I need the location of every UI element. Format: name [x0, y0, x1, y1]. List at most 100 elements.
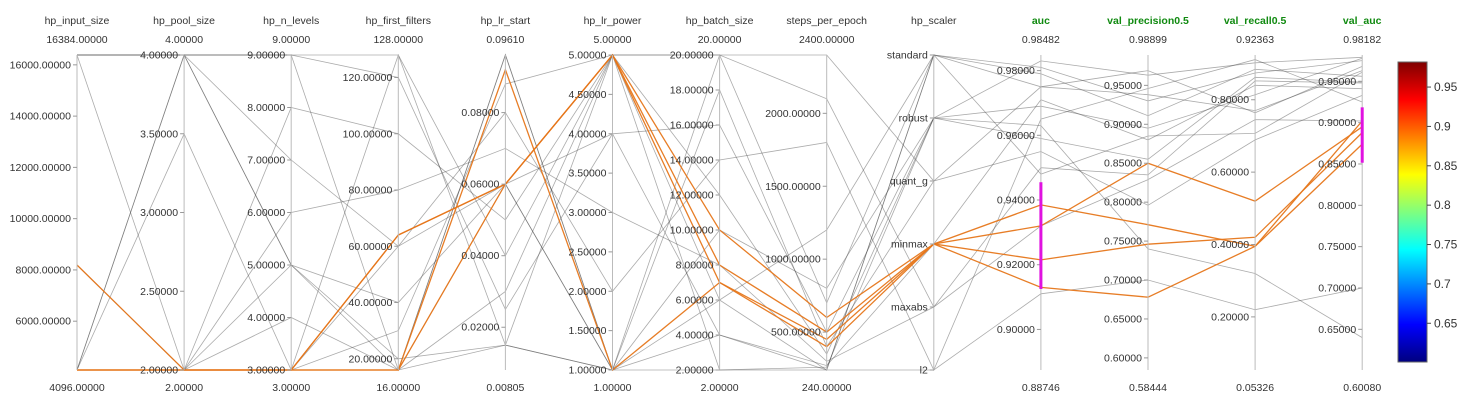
tick-label: 500.00000: [771, 327, 821, 339]
tick-label: 1500.00000: [765, 181, 821, 193]
tick-label: quant_g: [890, 176, 928, 188]
axis-min-label: 0.05326: [1236, 382, 1274, 394]
tick-label: 0.02000: [461, 322, 499, 334]
tick-label: 120.00000: [343, 72, 393, 84]
axis-max-label: 20.00000: [698, 34, 742, 46]
tick-label: 0.75000: [1318, 241, 1356, 253]
tick-label: 0.40000: [1211, 239, 1249, 251]
tick-label: 6000.00000: [16, 316, 72, 328]
tick-label: 0.85000: [1104, 158, 1142, 170]
tick-label: 0.90000: [1318, 117, 1356, 129]
tick-label: 18.00000: [670, 85, 714, 97]
axis-max-label: 0.98182: [1343, 34, 1381, 46]
tick-label: 8000.00000: [16, 264, 72, 276]
tick-label: 100.00000: [343, 128, 393, 140]
tick-label: 14.00000: [670, 155, 714, 167]
axis-max-label: 4.00000: [165, 34, 203, 46]
axis-max-label: 0.92363: [1236, 34, 1274, 46]
tick-label: 1.00000: [569, 365, 607, 377]
colorbar: 0.65 0.7 0.75 0.8 0.85 0.9 0.95: [1397, 61, 1458, 363]
tick-label: 10.00000: [670, 225, 714, 237]
tick-label: 0.80000: [1104, 197, 1142, 209]
axis-min-label: 0.58444: [1129, 382, 1167, 394]
axis-label: hp_pool_size: [153, 15, 215, 27]
tick-label: 0.20000: [1211, 311, 1249, 323]
tick-label: 4.50000: [569, 89, 607, 101]
tick-label: 5.00000: [569, 50, 607, 62]
colorbar-tick-label: 0.75: [1434, 238, 1458, 252]
axis-selection-brush: [1360, 107, 1364, 163]
axis-min-label: 0.88746: [1022, 382, 1060, 394]
axis-label: val_auc: [1343, 15, 1382, 27]
colorbar-tick-label: 0.9: [1434, 119, 1451, 133]
tick-label: 0.98000: [997, 65, 1035, 77]
tick-label: 40.00000: [349, 297, 393, 309]
tick-label: 8.00000: [247, 102, 285, 114]
tick-label: 0.94000: [997, 195, 1035, 207]
axis-label: val_precision0.5: [1107, 15, 1189, 27]
tick-label: 0.08000: [461, 107, 499, 119]
colorbar-tick-label: 0.7: [1434, 277, 1451, 291]
tick-label: 0.04000: [461, 250, 499, 262]
axis-selection-brush: [1039, 182, 1043, 289]
axis-label: val_recall0.5: [1224, 15, 1287, 27]
tick-label: 3.00000: [140, 207, 178, 219]
axes: hp_input_size 16384.00000 4096.00000 6000.0…: [10, 15, 1382, 394]
colorbar-tick-label: 0.65: [1434, 316, 1458, 330]
tick-label: 0.65000: [1318, 324, 1356, 336]
tick-label: 0.95000: [1104, 80, 1142, 92]
axis-min-label: 3.00000: [272, 382, 310, 394]
tick-label: 3.50000: [569, 168, 607, 180]
tick-label: 0.90000: [997, 324, 1035, 336]
tick-label: 6.00000: [247, 207, 285, 219]
tick-label: 10000.00000: [10, 213, 71, 225]
tick-label: 4.00000: [140, 50, 178, 62]
tick-label: 12.00000: [670, 190, 714, 202]
tick-label: 0.60000: [1104, 352, 1142, 364]
tick-label: 1000.00000: [765, 254, 821, 266]
tick-label: 0.95000: [1318, 76, 1356, 88]
tick-label: 16.00000: [670, 120, 714, 132]
axis-label: hp_lr_power: [584, 15, 642, 27]
axis-max-label: 0.09610: [486, 34, 524, 46]
axis-label: steps_per_epoch: [786, 15, 867, 27]
tick-label: 0.70000: [1318, 282, 1356, 294]
axis-label: hp_scaler: [911, 15, 957, 27]
tick-label: 4.00000: [247, 312, 285, 324]
tick-label: 1.50000: [569, 325, 607, 337]
tick-label: 7.00000: [247, 155, 285, 167]
axis-max-label: 2400.00000: [799, 34, 855, 46]
axis-min-label: 4096.00000: [49, 382, 105, 394]
tick-label: 0.90000: [1104, 119, 1142, 131]
axis-max-label: 5.00000: [594, 34, 632, 46]
axis-max-label: 0.98899: [1129, 34, 1167, 46]
tick-label: 9.00000: [247, 50, 285, 62]
tick-label: 8.00000: [676, 260, 714, 272]
axis-min-label: 2.00000: [701, 382, 739, 394]
axis-label: hp_first_filters: [366, 15, 431, 27]
axis-label: auc: [1032, 15, 1050, 27]
tick-label: 0.06000: [461, 179, 499, 191]
axis-min-label: 16.00000: [376, 382, 420, 394]
tick-label: 2.00000: [569, 286, 607, 298]
tick-label: 3.00000: [569, 207, 607, 219]
tick-label: 6.00000: [676, 295, 714, 307]
axis-label: hp_lr_start: [481, 15, 531, 27]
tick-label: 0.70000: [1104, 275, 1142, 287]
axis-max-label: 128.00000: [373, 34, 423, 46]
tick-label: 16000.00000: [10, 59, 71, 71]
tick-label: 2000.00000: [765, 108, 821, 120]
axis-label: hp_n_levels: [263, 15, 319, 27]
tick-label: 2.00000: [676, 365, 714, 377]
tick-label: 2.50000: [140, 286, 178, 298]
tick-label: robust: [899, 113, 928, 125]
tick-label: 4.00000: [676, 330, 714, 342]
tick-label: 0.96000: [997, 130, 1035, 142]
tick-label: 4.00000: [569, 128, 607, 140]
tick-label: 20.00000: [349, 353, 393, 365]
tick-label: 80.00000: [349, 185, 393, 197]
tick-label: maxabs: [891, 302, 928, 314]
tick-label: 2.00000: [140, 365, 178, 377]
tick-label: 0.80000: [1211, 94, 1249, 106]
